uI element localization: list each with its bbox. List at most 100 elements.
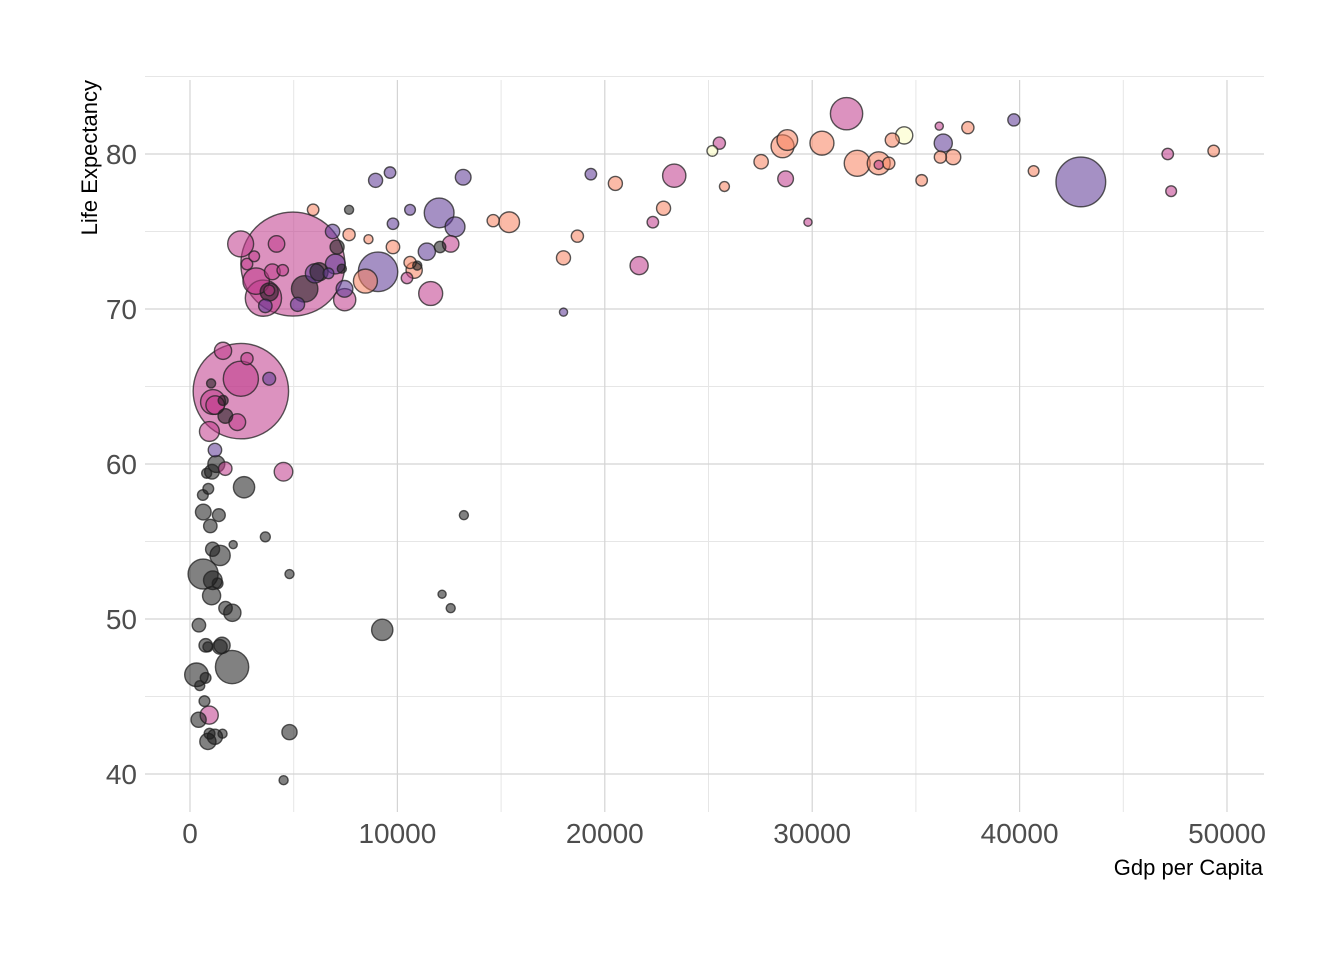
minor-gridlines xyxy=(145,76,1264,812)
bubble-point xyxy=(289,296,306,313)
bubble-point xyxy=(204,541,221,557)
bubble-point xyxy=(198,420,221,443)
bubble-point xyxy=(944,148,962,166)
x-axis-title: Gdp per Capita xyxy=(1114,855,1264,880)
bubble-point xyxy=(226,230,255,258)
bubble-point xyxy=(933,150,948,164)
bubble-point xyxy=(498,211,521,234)
bubble-point xyxy=(445,602,456,614)
bubble-point xyxy=(412,260,423,271)
bubble-point xyxy=(1161,147,1175,161)
bubble-point xyxy=(363,234,374,245)
y-tick-labels: 40 50 60 70 80 xyxy=(106,139,137,790)
bubble-point xyxy=(201,467,213,479)
bubble-point xyxy=(201,585,222,606)
bubble-point xyxy=(329,239,345,255)
bubble-point xyxy=(961,120,975,135)
bubble-point xyxy=(370,618,394,642)
bubble-point xyxy=(444,216,466,238)
x-tick-label: 10000 xyxy=(358,818,436,849)
bubble-point xyxy=(437,589,447,599)
bubble-point xyxy=(881,156,896,171)
bubble-point xyxy=(776,129,799,152)
bubble-point xyxy=(558,307,569,317)
bubble-point xyxy=(433,240,447,254)
bubble-point xyxy=(273,461,294,482)
bubble-point xyxy=(284,568,295,580)
bubble-point xyxy=(198,695,211,708)
x-tick-label: 30000 xyxy=(773,818,851,849)
bubble-point xyxy=(343,204,355,216)
bubble-point xyxy=(934,121,945,131)
bubble-point xyxy=(753,153,769,170)
bubble-point xyxy=(352,268,379,294)
bubble-point xyxy=(418,280,444,307)
bubble-point xyxy=(809,130,835,156)
y-tick-label: 80 xyxy=(106,139,137,170)
bubble-point xyxy=(190,711,207,729)
bubble-point xyxy=(915,173,929,187)
bubble-point xyxy=(342,227,356,242)
bubble-point xyxy=(207,442,223,458)
bubble-point xyxy=(884,132,900,148)
bubble-point xyxy=(214,649,250,685)
bubble-point xyxy=(400,271,414,285)
bubble-point xyxy=(199,671,212,684)
x-tick-labels: 0 10000 20000 30000 40000 50000 xyxy=(182,818,1266,849)
bubble-point xyxy=(458,509,470,521)
bubble-point xyxy=(306,203,320,217)
bubble-point xyxy=(324,223,341,240)
bubble-point xyxy=(385,239,401,255)
bubble-point xyxy=(423,197,455,229)
bubble-point xyxy=(607,175,624,192)
y-axis-title: Life Expectancy xyxy=(77,80,102,235)
bubble-point xyxy=(1207,144,1221,158)
bubble-point xyxy=(196,488,209,502)
bubble-point xyxy=(386,217,400,231)
bubble-point xyxy=(1165,185,1178,198)
bubble-point xyxy=(213,341,233,361)
bubble-point xyxy=(322,267,335,280)
bubble-point xyxy=(218,600,233,616)
bubble-point xyxy=(203,727,216,740)
x-tick-label: 0 xyxy=(182,818,198,849)
bubble-point xyxy=(417,242,437,261)
bubble-point xyxy=(259,531,271,543)
bubble-point xyxy=(191,617,207,633)
x-tick-label: 50000 xyxy=(1188,818,1266,849)
bubble-point xyxy=(263,284,276,297)
bubble-point xyxy=(843,149,871,177)
bubble-point xyxy=(240,351,254,366)
bubble-point xyxy=(555,250,572,266)
bubble-point xyxy=(712,136,727,150)
bubble-layer xyxy=(183,96,1221,786)
bubble-point xyxy=(646,215,660,229)
y-tick-label: 50 xyxy=(106,604,137,635)
bubble-point xyxy=(933,133,954,153)
major-gridlines xyxy=(145,80,1264,812)
bubble-point xyxy=(584,167,598,181)
bubble-point xyxy=(777,170,795,188)
y-tick-label: 40 xyxy=(106,759,137,790)
bubble-point xyxy=(262,371,277,386)
bubble-point xyxy=(278,774,289,786)
bubble-point xyxy=(240,257,254,271)
bubble-point xyxy=(257,298,273,314)
bubble-point xyxy=(336,263,348,274)
bubble-point xyxy=(803,217,813,227)
bubble-point xyxy=(1027,164,1040,178)
bubble-point xyxy=(232,475,256,499)
bubble-point xyxy=(486,213,500,228)
bubble-point xyxy=(1055,156,1107,208)
bubble-point xyxy=(211,638,228,655)
bubble-point xyxy=(335,279,354,298)
x-tick-label: 20000 xyxy=(566,818,644,849)
bubble-point xyxy=(194,679,206,692)
bubble-point xyxy=(217,394,229,407)
bubble-point xyxy=(1007,113,1021,127)
bubble-point xyxy=(383,166,397,180)
bubble-point xyxy=(202,641,214,653)
bubble-point xyxy=(217,461,233,477)
